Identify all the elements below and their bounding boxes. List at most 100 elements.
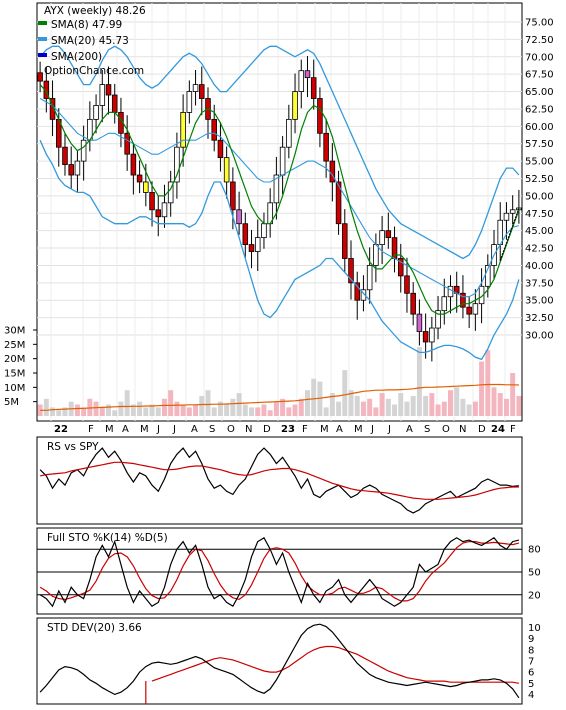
volume-bar <box>273 401 279 416</box>
volume-bar <box>230 398 236 416</box>
main-legend: AYX (weekly) 48.26 SMA(8) 47.99 SMA(20) … <box>38 5 146 77</box>
x-tick-label: O <box>227 424 235 435</box>
candle-body <box>248 244 255 252</box>
candle-body <box>422 331 429 343</box>
candle-body <box>80 139 87 162</box>
volume-bar <box>485 350 491 416</box>
legend-marker-sma200 <box>38 53 47 57</box>
volume-bar <box>323 407 329 416</box>
volume-bar <box>348 390 354 416</box>
rs-line <box>39 447 519 514</box>
std-dev-line <box>39 623 520 699</box>
candle-body <box>68 164 74 176</box>
volume-bar <box>87 398 93 416</box>
volume-bar <box>354 395 360 416</box>
x-tick-label: 22 <box>54 424 68 435</box>
volume-bar <box>74 404 80 416</box>
volume-bar <box>161 398 167 416</box>
sto-tick-label: 50 <box>528 568 541 579</box>
std-tick-label: 4 <box>528 690 534 701</box>
volume-bar <box>329 393 335 416</box>
legend-sma20: SMA(20) 45.73 <box>51 35 129 47</box>
candle-body <box>429 327 435 343</box>
volume-bar <box>149 404 155 416</box>
candle-body <box>404 275 410 294</box>
candle-body <box>155 209 162 218</box>
volume-bar <box>466 404 472 416</box>
candle-body <box>329 160 336 183</box>
volume-bar <box>416 347 422 416</box>
x-tick-label: D <box>478 424 486 435</box>
candle-body <box>279 146 286 176</box>
x-tick-label: D <box>263 424 271 435</box>
volume-bar <box>410 395 416 416</box>
candle-body <box>335 181 342 225</box>
volume-bar <box>385 398 391 416</box>
sma8-projection <box>499 208 520 261</box>
candle-body <box>149 192 155 211</box>
volume-bar <box>224 404 230 416</box>
x-tick-label: J <box>387 424 391 435</box>
std-tick-label: 5 <box>528 679 534 690</box>
sto-tick-label: 80 <box>528 545 541 556</box>
x-tick-label: A <box>191 424 198 435</box>
x-tick-label: J <box>156 424 160 435</box>
candle-body <box>478 285 485 305</box>
price-tick-label: 62.50 <box>525 104 554 115</box>
std-panel-title: STD DEV(20) 3.66 <box>47 622 142 634</box>
volume-bar <box>81 407 87 416</box>
volume-bar <box>217 401 223 416</box>
volume-bar <box>236 393 242 416</box>
x-tick-label: S <box>209 424 215 435</box>
price-tick-label: 57.50 <box>525 139 554 150</box>
price-tick-label: 45.00 <box>525 226 554 237</box>
sto-k-line <box>39 536 520 608</box>
volume-bar <box>441 401 447 416</box>
volume-bar <box>286 407 292 416</box>
candle-body <box>37 72 43 82</box>
volume-bar <box>311 378 317 416</box>
volume-bar <box>491 387 497 416</box>
candle-body <box>93 105 99 120</box>
price-tick-label: 75.00 <box>525 18 554 29</box>
price-tick-label: 55.00 <box>525 157 554 168</box>
candle-body <box>161 202 168 218</box>
candle-body <box>223 157 230 183</box>
volume-tick-label: 5M <box>4 397 19 408</box>
volume-bar <box>435 404 441 416</box>
volume-bar <box>242 404 248 416</box>
price-tick-label: 60.00 <box>525 122 554 133</box>
volume-bar <box>249 407 255 416</box>
x-tick-label: A <box>336 424 343 435</box>
volume-bar <box>404 401 410 416</box>
volume-bar <box>155 407 161 416</box>
candle-body <box>366 265 373 291</box>
candle-body <box>217 139 224 159</box>
volume-bar <box>360 401 366 416</box>
price-tick-label: 32.50 <box>525 313 554 324</box>
volume-bar <box>193 404 199 416</box>
volume-average-line <box>40 383 519 411</box>
x-tick-label: O <box>442 424 450 435</box>
candle-body <box>105 84 112 96</box>
candle-body <box>74 160 81 176</box>
volume-bar <box>62 407 68 416</box>
legend-sma200: SMA(200) <box>51 51 102 63</box>
volume-bar <box>379 393 385 416</box>
volume-bar <box>472 401 478 416</box>
x-tick-label: N <box>245 424 252 435</box>
volume-bar <box>174 401 180 416</box>
volume-bar <box>336 401 342 416</box>
volume-bar <box>43 398 49 416</box>
volume-bar <box>180 404 186 416</box>
candle-body <box>503 212 510 221</box>
candle-body <box>348 258 354 284</box>
candle-body <box>323 132 329 162</box>
candle-body <box>416 313 423 332</box>
candle-body <box>180 112 186 148</box>
sma8-line <box>39 84 520 315</box>
candle-body <box>199 84 205 99</box>
volume-bar <box>50 407 56 416</box>
price-frame <box>36 2 523 422</box>
